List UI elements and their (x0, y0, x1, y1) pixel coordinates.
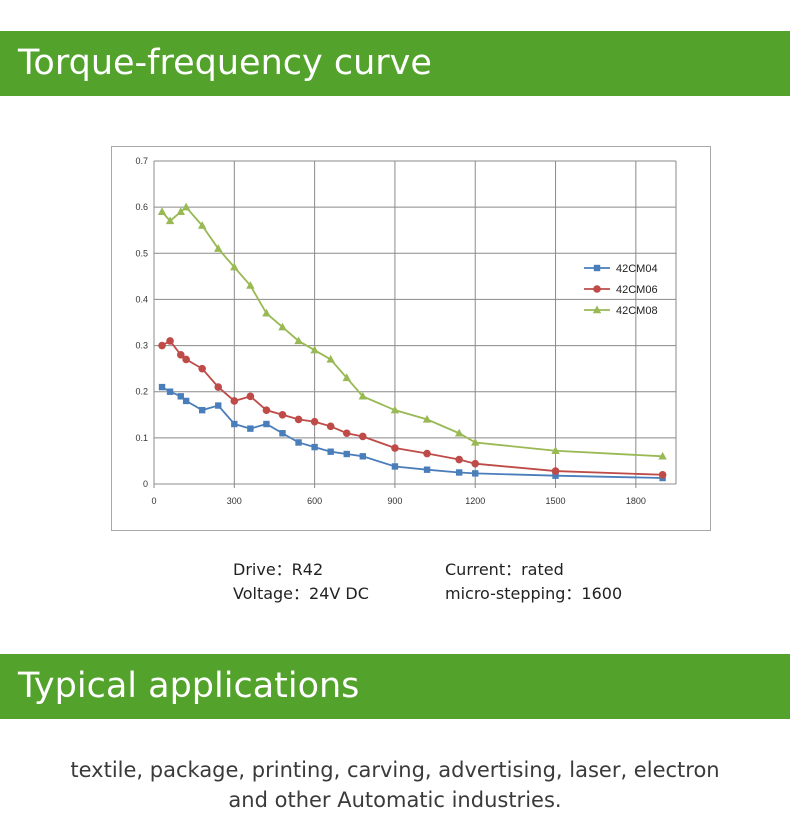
series-line-42CM06 (161, 339, 663, 476)
legend-label: 42CM04 (616, 263, 658, 275)
data-point-circle (326, 422, 335, 431)
micro-stepping-spec: micro-stepping：1600 (445, 584, 623, 603)
data-point-triangle (246, 281, 255, 289)
chart-canvas: 0 0.1 0.2 0.3 0.4 0.5 0.6 0.7 0 300 600 900 1200 1500… (135, 156, 677, 506)
x-tick-label: 1800 (626, 496, 646, 506)
data-point-triangle (454, 428, 464, 437)
data-point-triangle (390, 405, 400, 414)
data-point-square (359, 453, 366, 460)
data-point-circle (262, 406, 271, 414)
x-tick-label: 1500 (546, 496, 566, 506)
data-point-circle (593, 285, 601, 293)
data-point-circle (294, 415, 303, 424)
y-tick-label: 0.7 (135, 156, 148, 166)
drive-spec: Drive：R42 (233, 560, 324, 579)
x-tick-label: 1200 (465, 496, 485, 506)
y-tick-label: 0.1 (135, 433, 148, 443)
data-point-triangle (165, 216, 175, 225)
data-point-square (472, 470, 479, 477)
data-point-square (311, 443, 318, 451)
data-point-circle (166, 337, 174, 345)
data-point-square (263, 420, 270, 428)
data-point-square (231, 420, 238, 428)
data-point-circle (471, 459, 480, 468)
current-spec: Current：rated (445, 560, 564, 579)
applications-line-1: textile, package, printing, carving, adv… (70, 758, 720, 782)
data-point-circle (246, 392, 255, 401)
data-point-triangle (157, 207, 167, 215)
applications-line-2: and other Automatic industries. (228, 788, 562, 812)
data-point-triangle (658, 451, 667, 460)
data-point-square (158, 383, 166, 391)
legend-label: 42CM08 (616, 305, 658, 317)
data-point-square (455, 469, 463, 476)
y-tick-label: 0.3 (135, 341, 148, 351)
x-tick-label: 300 (227, 496, 242, 506)
data-point-square (593, 264, 601, 272)
data-point-triangle (358, 391, 367, 400)
y-tick-label: 0.4 (135, 294, 148, 304)
legend-label: 42CM06 (616, 284, 658, 296)
data-point-triangle (551, 446, 560, 454)
data-point-triangle (262, 308, 271, 317)
data-point-circle (158, 341, 166, 350)
y-tick-label: 0 (143, 479, 148, 489)
y-tick-label: 0.2 (135, 387, 148, 397)
data-point-triangle (230, 262, 239, 271)
data-point-triangle (592, 305, 602, 314)
data-point-triangle (422, 414, 432, 423)
applications-section-title: Typical applications (18, 666, 360, 706)
data-point-circle (278, 410, 287, 419)
data-point-circle (198, 364, 206, 373)
data-point-triangle (471, 437, 480, 446)
data-point-square (552, 472, 559, 479)
data-point-triangle (326, 354, 335, 363)
data-point-triangle (310, 345, 319, 354)
data-point-circle (342, 429, 351, 438)
data-point-square (182, 397, 190, 405)
data-point-triangle (197, 221, 207, 229)
data-point-circle (423, 449, 431, 458)
curve-section-banner: Torque-frequency curve (0, 31, 790, 96)
y-tick-label: 0.6 (135, 202, 148, 212)
data-point-square (166, 388, 174, 395)
data-point-triangle (176, 207, 185, 215)
data-point-triangle (294, 336, 303, 345)
data-point-square (215, 402, 222, 409)
applications-section-banner: Typical applications (0, 654, 790, 719)
data-point-square (295, 439, 302, 446)
voltage-spec: Voltage：24V DC (233, 584, 369, 603)
data-point-square (423, 466, 431, 473)
torque-frequency-chart: 0 0.1 0.2 0.3 0.4 0.5 0.6 0.7 0 300 600 900 1200 1500… (111, 146, 711, 531)
data-point-square (177, 393, 184, 400)
data-point-circle (658, 470, 667, 479)
data-point-square (198, 406, 206, 414)
y-tick-label: 0.5 (135, 248, 148, 258)
data-point-circle (310, 417, 319, 426)
data-point-square (343, 450, 350, 458)
data-point-circle (455, 455, 463, 464)
data-point-circle (391, 444, 399, 452)
data-point-circle (176, 351, 185, 359)
series-line-42CM08 (161, 205, 663, 458)
x-tick-label: 0 (151, 496, 156, 506)
x-tick-label: 600 (307, 496, 322, 506)
x-tick-label: 900 (387, 496, 402, 506)
data-point-circle (551, 467, 560, 475)
data-point-triangle (342, 373, 351, 382)
data-point-circle (182, 355, 190, 364)
data-point-square (279, 430, 286, 437)
data-point-square (391, 463, 399, 470)
data-point-square (247, 425, 254, 432)
data-point-circle (230, 397, 239, 405)
data-point-triangle (181, 202, 191, 211)
data-point-circle (214, 383, 223, 391)
curve-section-title: Torque-frequency curve (18, 43, 432, 83)
data-point-square (327, 448, 334, 455)
data-point-triangle (278, 322, 287, 331)
data-point-triangle (214, 244, 223, 252)
data-point-circle (359, 432, 367, 441)
